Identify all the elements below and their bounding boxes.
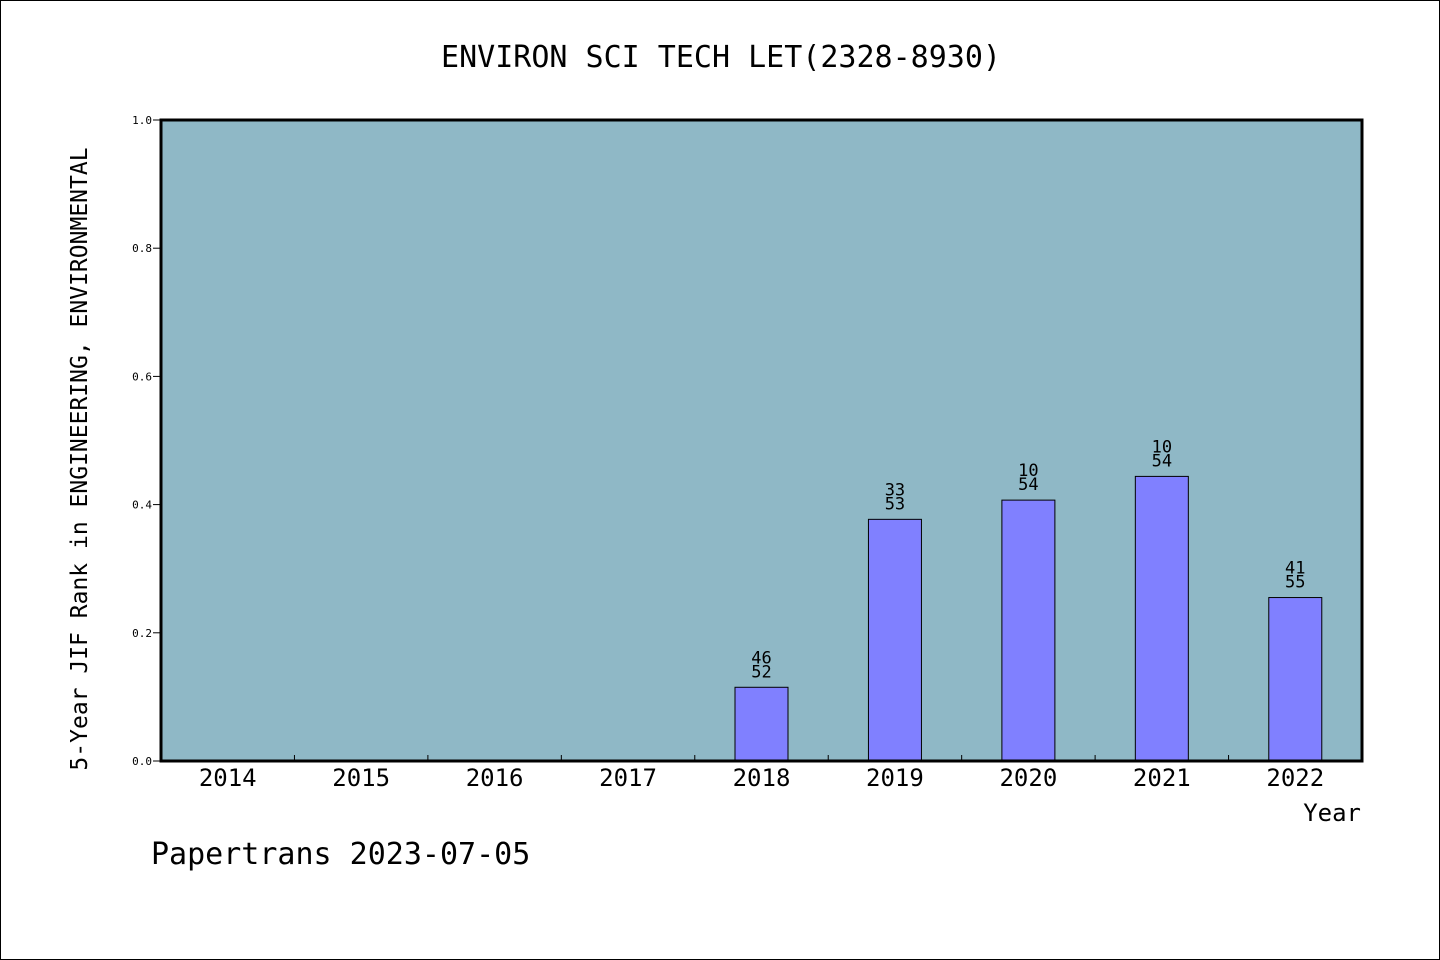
bar-total-label: 53 xyxy=(885,494,905,514)
x-tick-label: 2022 xyxy=(1266,764,1324,792)
y-tick-label: 0.0 xyxy=(132,755,152,768)
bar-total-label: 52 xyxy=(751,662,771,682)
x-tick-label: 2014 xyxy=(199,764,257,792)
y-ticks-layer: 0.0 0.2 0.4 0.6 0.8 1.0 xyxy=(132,114,161,768)
bar-total-label: 54 xyxy=(1018,475,1038,495)
bar-rank-label: 10 xyxy=(1018,461,1038,481)
y-tick-label: 0.6 xyxy=(132,370,152,383)
chart-title: ENVIRON SCI TECH LET(2328-8930) xyxy=(441,40,1001,75)
bar-rank-label: 41 xyxy=(1285,559,1305,579)
x-tick-label: 2016 xyxy=(466,764,524,792)
bar-rank-label: 33 xyxy=(885,480,905,500)
bar-total-label: 55 xyxy=(1285,573,1305,593)
x-tick-label: 2018 xyxy=(733,764,791,792)
x-axis-label: Year xyxy=(1303,799,1361,827)
bar-2019 xyxy=(867,518,922,762)
bar-rank-label: 46 xyxy=(751,648,771,668)
footer-credit: Papertrans 2023-07-05 xyxy=(151,837,530,872)
bar-2022 xyxy=(1268,597,1323,762)
y-axis-label: 5-Year JIF Rank in ENGINEERING, ENVIRONM… xyxy=(67,147,93,770)
x-tick-label: 2021 xyxy=(1133,764,1191,792)
x-tick-label: 2015 xyxy=(332,764,390,792)
bars-layer xyxy=(734,475,1323,762)
x-tick-label: 2019 xyxy=(866,764,924,792)
x-tick-label: 2017 xyxy=(599,764,657,792)
y-tick-label: 0.8 xyxy=(132,242,152,255)
bar-2021 xyxy=(1134,475,1189,762)
x-tick-label: 2020 xyxy=(999,764,1057,792)
x-ticks-layer: 2014 2015 2016 2017 2018 2019 2020 2021 2022 xyxy=(199,755,1324,792)
y-tick-label: 0.4 xyxy=(132,499,152,512)
y-tick-label: 0.2 xyxy=(132,627,152,640)
bar-rank-label: 10 xyxy=(1152,437,1172,457)
bar-2020 xyxy=(1001,499,1056,762)
bar-2018 xyxy=(734,686,789,762)
plot-border xyxy=(159,118,1364,763)
bar-total-label: 54 xyxy=(1152,451,1172,471)
y-tick-label: 1.0 xyxy=(132,114,152,127)
